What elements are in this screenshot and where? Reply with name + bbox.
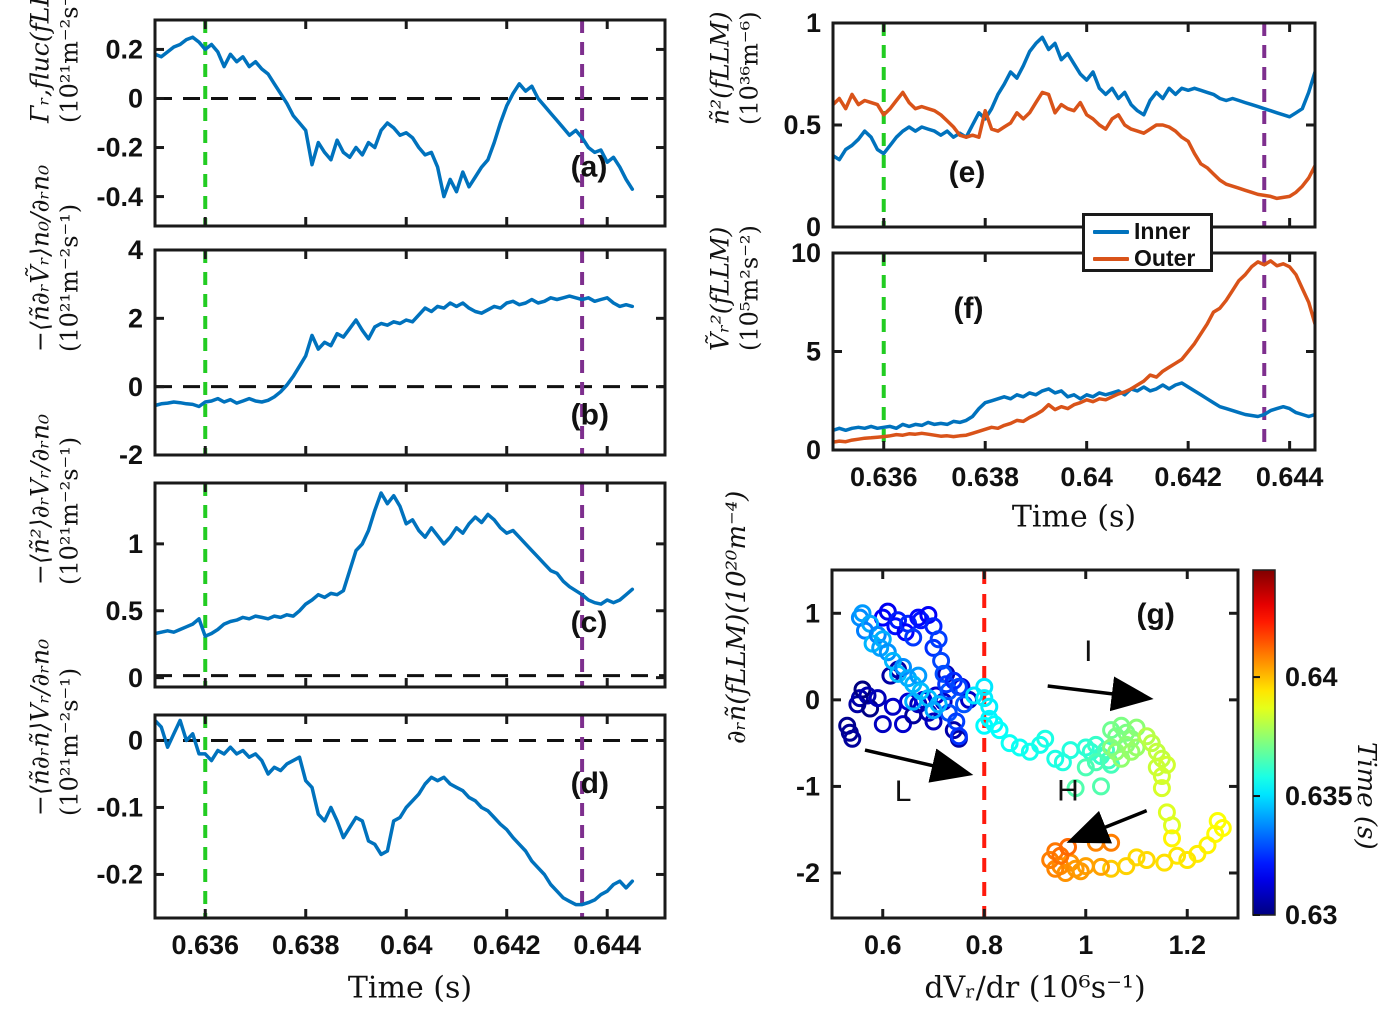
legend: Inner Outer <box>1082 213 1213 272</box>
panel-a-frame <box>153 18 667 228</box>
panel-g-xtick: 1 <box>1078 930 1093 960</box>
series-line-Inner <box>833 35 1315 162</box>
panel-f-plot: 0.636 0.638 0.64 0.642 0.644 10 5 0 (f) <box>791 238 1323 492</box>
panel-d-xtick: 0.642 <box>473 930 541 960</box>
colorbar-tick: 0.635 <box>1285 781 1353 811</box>
panel-b-ytick: 0 <box>128 372 143 402</box>
panel-e-frame <box>831 21 1317 229</box>
panel-e-ytick: 1 <box>806 8 821 38</box>
panel-c-ytick: 0.5 <box>105 596 143 626</box>
series-line-term-b <box>155 294 635 409</box>
colorbar-tick: 0.64 <box>1285 662 1338 692</box>
panel-c-label: (c) <box>571 606 608 639</box>
panel-c-ytick: 1 <box>128 529 143 559</box>
panel-d-xtick: 0.64 <box>380 930 433 960</box>
panel-d-label: (d) <box>571 767 609 800</box>
panel-f-xtick: 0.642 <box>1154 462 1222 492</box>
panel-d-xtick: 0.636 <box>171 930 239 960</box>
panel-g-xlabel: dVᵣ/dr (10⁶s⁻¹) <box>924 970 1146 1006</box>
panel-d-ytick: -0.2 <box>96 860 143 890</box>
series-line-Outer <box>833 90 1315 201</box>
legend-line-inner-icon <box>1093 229 1129 234</box>
legend-label-inner: Inner <box>1134 218 1191 244</box>
panel-b-label: (b) <box>571 398 609 431</box>
panel-e-ytick: 0.5 <box>783 110 821 140</box>
panel-f-frame <box>831 251 1317 452</box>
panel-a-ytick: 0.2 <box>105 35 143 65</box>
regime-label-I: I <box>1084 635 1092 668</box>
panel-g-xtick: 0.6 <box>864 930 902 960</box>
panel-g-frame <box>830 568 1240 920</box>
panel-g-ylabel-text: ∂ᵣñ(fLLM)(10²⁰m⁻⁴) <box>722 490 752 744</box>
panel-f-xtick: 0.644 <box>1256 462 1324 492</box>
panel-f-xtick: 0.638 <box>951 462 1019 492</box>
panel-g-plot: I L H 0.6 0.8 1 1.2 1 0 -1 -2 (g) <box>796 568 1240 960</box>
panel-f-label: (f) <box>954 292 984 325</box>
panel-a-ytick: 0 <box>128 84 143 114</box>
panel-g-ytick: -2 <box>796 858 820 888</box>
colorbar-label-text: Time (s) <box>1351 742 1381 850</box>
legend-line-outer-icon <box>1093 256 1129 261</box>
colorbar-gradient <box>1252 569 1276 916</box>
left-column-xlabel: Time (s) <box>347 970 473 1006</box>
panel-f-xtick: 0.64 <box>1060 462 1113 492</box>
series-line-flux <box>155 35 635 199</box>
panel-g-ytick: 1 <box>805 598 820 628</box>
panel-f-ytick: 5 <box>806 337 821 367</box>
series-line-Inner <box>833 381 1315 433</box>
panel-e-label: (e) <box>949 156 986 189</box>
panel-b-plot: 4 2 0 -2 (b) <box>119 235 667 470</box>
panel-g-xtick: 1.2 <box>1168 930 1206 960</box>
panel-e-ytick: 0 <box>806 212 821 242</box>
trajectory-arrow <box>1066 809 1148 844</box>
trajectory-arrow <box>1047 676 1154 712</box>
scatter-points <box>838 602 1232 882</box>
panel-c-ytick: 0 <box>128 663 143 693</box>
panel-e-plot: 1 0.5 0 (e) <box>783 8 1317 242</box>
regime-label-H: H <box>1057 774 1079 807</box>
panel-b-ytick: -2 <box>119 440 143 470</box>
series-line-term-d <box>155 718 635 907</box>
panel-a-ytick: -0.2 <box>96 133 143 163</box>
panel-d-frame <box>153 713 667 920</box>
panel-a-label: (a) <box>571 151 608 184</box>
panel-d-xtick: 0.644 <box>573 930 641 960</box>
panel-c-frame <box>153 481 667 689</box>
panel-g-ytick: -1 <box>796 772 820 802</box>
legend-row-inner: Inner <box>1093 218 1210 245</box>
panel-b-ytick: 2 <box>128 304 143 334</box>
panel-f-ytick: 0 <box>806 435 821 465</box>
panel-d-plot: 0.636 0.638 0.64 0.642 0.644 0 -0.1 -0.2 (d) <box>96 713 667 960</box>
panel-a-plot: 0.2 0 -0.2 -0.4 (a) <box>96 18 667 228</box>
series-line-Outer <box>833 259 1315 444</box>
panel-b-frame <box>153 248 667 457</box>
panel-f-ytick: 10 <box>791 238 821 268</box>
panel-f-xtick: 0.636 <box>850 462 918 492</box>
panel-c-plot: 1 0.5 0 (c) <box>105 481 667 693</box>
regime-label-L: L <box>895 775 912 808</box>
trajectory-arrow <box>864 748 974 783</box>
panel-g-xtick: 0.8 <box>965 930 1003 960</box>
panel-b-ytick: 4 <box>128 235 143 265</box>
colorbar-tick: 0.63 <box>1285 900 1338 930</box>
legend-row-outer: Outer <box>1093 245 1210 272</box>
panel-a-ytick: -0.4 <box>96 182 143 212</box>
panel-d-ytick: -0.1 <box>96 793 143 823</box>
panel-d-xtick: 0.638 <box>272 930 340 960</box>
panel-g-label: (g) <box>1137 598 1175 631</box>
series-line-term-c <box>155 491 635 638</box>
panel-d-ytick: 0 <box>128 726 143 756</box>
right-column-xlabel: Time (s) <box>1011 499 1137 535</box>
legend-label-outer: Outer <box>1134 245 1196 271</box>
colorbar: 0.63 0.635 0.64 <box>1252 569 1353 930</box>
panel-g-ytick: 0 <box>805 685 820 715</box>
